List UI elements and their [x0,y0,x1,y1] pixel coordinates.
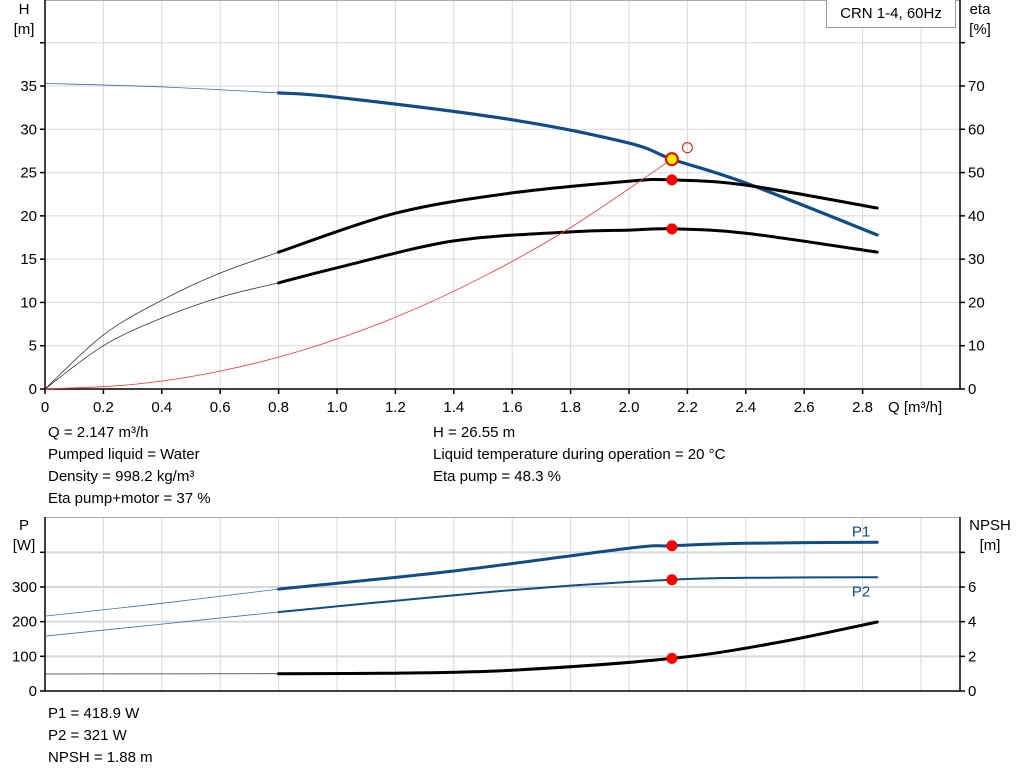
upper-y-tick-label: 35 [20,78,37,95]
lower-legend-p1: P1 [852,523,870,540]
upper-y2-axis-label: eta [%] [969,1,991,38]
info-upper-left: Q = 2.147 m³/h Pumped liquid = Water Den… [48,422,211,510]
lower-y2-axis-label: NPSH [m] [969,517,1011,554]
x-tick-label: 1.2 [385,399,406,416]
upper-series-0-line-extrapolated [44,83,279,94]
x-tick-label: 0.2 [93,399,114,416]
upper-series-1-line [277,177,879,254]
x-axis-label: Q [m³/h] [888,399,942,416]
info-head: H = 26.55 m [433,424,516,441]
lower-operating-point-marker [666,574,678,586]
info-p2: P2 = 321 W [48,727,127,744]
x-tick-label: 2.0 [619,399,640,416]
info-temperature: Liquid temperature during operation = 20… [433,446,726,463]
upper-y2-tick-label: 40 [968,208,985,225]
upper-y2-tick-label: 30 [968,251,985,268]
pump-model-legend: CRN 1-4, 60Hz [826,0,956,28]
upper-y2-tick-label: 70 [968,78,985,95]
duty-point-marker [664,152,679,167]
x-tick-label: 2.2 [677,399,698,416]
upper-y-tick-label: 30 [20,121,37,138]
upper-y2-tick-label: 60 [968,121,985,138]
system-curve-end-marker [681,142,693,154]
info-flow: Q = 2.147 m³/h [48,424,149,441]
x-tick-label: 0.8 [268,399,289,416]
info-lower: P1 = 418.9 W P2 = 321 W NPSH = 1.88 m [48,703,153,769]
upper-series-2-line-extrapolated [44,282,279,390]
info-eta-pump: Eta pump = 48.3 % [433,468,561,485]
lower-y-tick-label: 0 [29,683,37,700]
upper-operating-point-marker [666,174,678,186]
lower-y-tick-label: 200 [12,614,37,631]
info-density: Density = 998.2 kg/m³ [48,468,195,485]
x-tick-label: 0.6 [210,399,231,416]
info-p1: P1 = 418.9 W [48,705,140,722]
upper-y-tick-label: 10 [20,294,37,311]
x-tick-label: 2.4 [735,399,756,416]
x-tick-label: 0.4 [151,399,172,416]
upper-y-tick-label: 15 [20,251,37,268]
lower-series-2-line [277,620,879,676]
lower-series-p2-line-extrapolated [44,611,279,637]
upper-series-3-line [44,158,673,390]
lower-series-p1-line [277,540,879,591]
x-tick-label: 1.6 [502,399,523,416]
upper-series-0-line [277,91,879,237]
upper-y-tick-label: 20 [20,208,37,225]
x-tick-label: 1.0 [327,399,348,416]
info-liquid: Pumped liquid = Water [48,446,200,463]
upper-y2-tick-label: 10 [968,338,985,355]
info-eta-pump-motor: Eta pump+motor = 37 % [48,490,211,507]
info-npsh: NPSH = 1.88 m [48,749,153,766]
lower-y2-tick-label: 6 [968,579,976,596]
upper-y-tick-label: 25 [20,165,37,182]
lower-series-p2-line [277,576,879,613]
upper-y2-tick-label: 50 [968,165,985,182]
upper-y-axis-label: H [m] [14,1,35,38]
lower-y-tick-label: 300 [12,579,37,596]
lower-legend-p2: P2 [852,583,870,600]
lower-y-axis-label: P [W] [13,517,36,554]
x-tick-label: 1.4 [443,399,464,416]
info-upper-right: H = 26.55 m Liquid temperature during op… [433,422,725,488]
lower-y2-tick-label: 0 [968,683,976,700]
upper-y2-tick-label: 20 [968,294,985,311]
x-tick-label: 2.8 [852,399,873,416]
lower-y2-tick-label: 2 [968,648,976,665]
x-tick-label: 2.6 [794,399,815,416]
upper-y2-tick-label: 0 [968,381,976,398]
x-tick-label: 0 [41,399,49,416]
upper-y-tick-label: 0 [29,381,37,398]
x-tick-label: 1.8 [560,399,581,416]
upper-y-tick-label: 5 [29,338,37,355]
lower-y-tick-label: 100 [12,648,37,665]
upper-series-1-line-extrapolated [44,251,279,390]
lower-operating-point-marker [666,540,678,552]
lower-operating-point-marker [666,652,678,664]
upper-series-2-line [277,227,879,285]
lower-series-p1-line-extrapolated [44,588,279,617]
upper-operating-point-marker [666,223,678,235]
lower-y2-tick-label: 4 [968,614,976,631]
